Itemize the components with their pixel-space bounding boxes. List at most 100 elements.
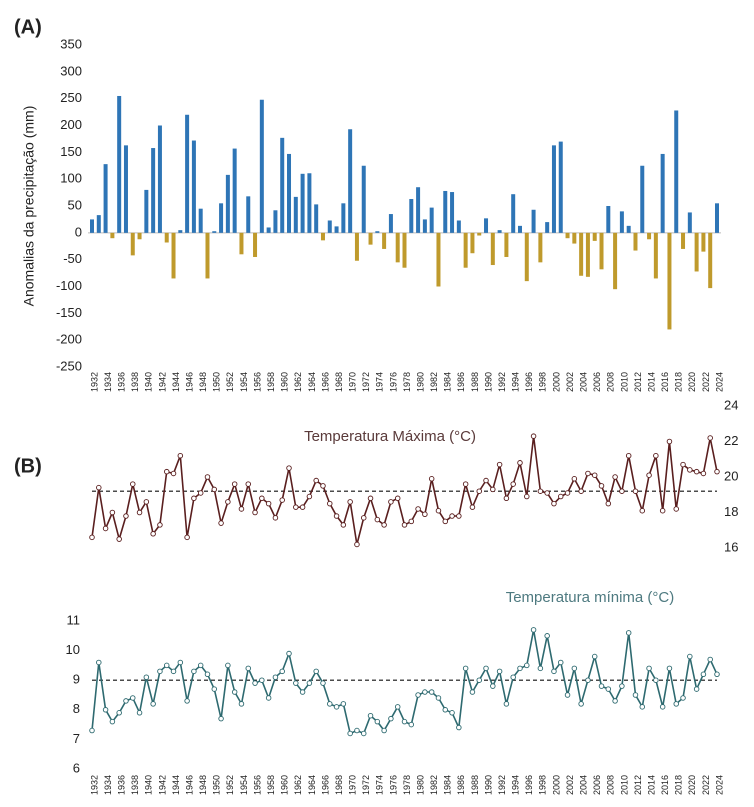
data-point (197, 662, 204, 669)
data-point (354, 727, 360, 734)
bar (619, 211, 624, 233)
bar (327, 220, 332, 233)
y-tick-label: 20 (724, 468, 738, 483)
bar (409, 199, 414, 233)
bar (219, 203, 224, 233)
bar (354, 232, 359, 261)
data-point (89, 534, 95, 541)
bar (585, 232, 590, 277)
x-tick-label: 2016 (660, 775, 670, 795)
data-point (333, 513, 340, 519)
bar (320, 232, 325, 241)
chart-title: Temperatura mínima (°C) (506, 589, 675, 606)
data-point (659, 507, 666, 514)
data-point (340, 701, 347, 707)
bar (205, 232, 210, 279)
x-tick-label: 1954 (239, 775, 249, 795)
bar (470, 232, 475, 254)
data-point (313, 668, 319, 675)
data-point (530, 627, 537, 633)
x-tick-label: 2008 (606, 372, 616, 392)
bar (117, 95, 122, 233)
bar (212, 231, 217, 233)
bar (504, 232, 509, 257)
data-point (204, 474, 211, 480)
bar (599, 232, 604, 270)
data-point (687, 653, 693, 660)
y-tick-label: 150 (60, 144, 82, 159)
data-point (585, 677, 591, 683)
data-point (177, 659, 184, 666)
x-tick-label: 1994 (511, 372, 521, 392)
data-point (96, 659, 102, 666)
data-point (591, 472, 598, 478)
x-tick-label: 1998 (538, 372, 548, 392)
data-point (673, 506, 679, 512)
y-tick-label: 6 (73, 760, 80, 775)
data-point (496, 461, 503, 468)
x-tick-label: 1968 (334, 775, 344, 795)
data-point (524, 493, 530, 500)
x-tick-label: 1988 (470, 775, 480, 795)
bar (490, 232, 495, 266)
data-point (476, 677, 482, 683)
data-point (109, 718, 116, 725)
bar (110, 232, 115, 239)
data-point (585, 470, 591, 477)
data-point (265, 500, 272, 507)
bar (103, 164, 108, 233)
data-point (646, 665, 652, 672)
data-point (279, 497, 285, 503)
data-point (320, 680, 326, 686)
data-point (612, 474, 618, 480)
data-point (707, 656, 713, 663)
data-point (564, 692, 571, 698)
data-point (163, 662, 170, 669)
bar (531, 209, 536, 233)
bar (90, 219, 94, 233)
bar (151, 148, 156, 233)
bar (613, 232, 618, 290)
y-tick-label: 300 (60, 63, 82, 78)
data-point (299, 689, 306, 695)
data-point (415, 692, 421, 698)
x-tick-label: 2010 (619, 775, 629, 795)
x-tick-label: 1962 (293, 372, 303, 392)
data-point (646, 472, 652, 478)
data-point (428, 689, 435, 695)
data-point (462, 481, 469, 487)
x-tick-label: 1952 (225, 372, 235, 392)
bar (715, 203, 719, 233)
x-tick-label: 1990 (483, 372, 493, 392)
bar (96, 215, 101, 233)
bar (178, 230, 183, 233)
x-tick-label: 1942 (157, 372, 167, 392)
bar (422, 219, 427, 233)
y-tick-label: 7 (73, 731, 80, 746)
data-point (157, 668, 163, 675)
data-point (456, 513, 462, 519)
x-tick-label: 1950 (212, 775, 222, 795)
data-point (354, 541, 360, 548)
y-tick-label: 9 (73, 672, 80, 687)
bar (674, 110, 679, 233)
bar (273, 210, 278, 233)
data-point (517, 665, 523, 672)
x-tick-label: 1950 (212, 372, 222, 392)
data-point (483, 477, 489, 484)
data-point (517, 460, 523, 466)
data-point (680, 461, 686, 468)
bar (667, 232, 672, 330)
x-tick-label: 2024 (714, 372, 724, 392)
data-point (184, 534, 190, 541)
data-point (360, 730, 367, 737)
data-point (714, 671, 720, 678)
data-point (401, 522, 408, 528)
data-point (89, 727, 95, 734)
bar (497, 230, 502, 233)
data-point (598, 483, 605, 489)
data-point (225, 499, 231, 505)
y-tick-label: 50 (68, 197, 82, 212)
